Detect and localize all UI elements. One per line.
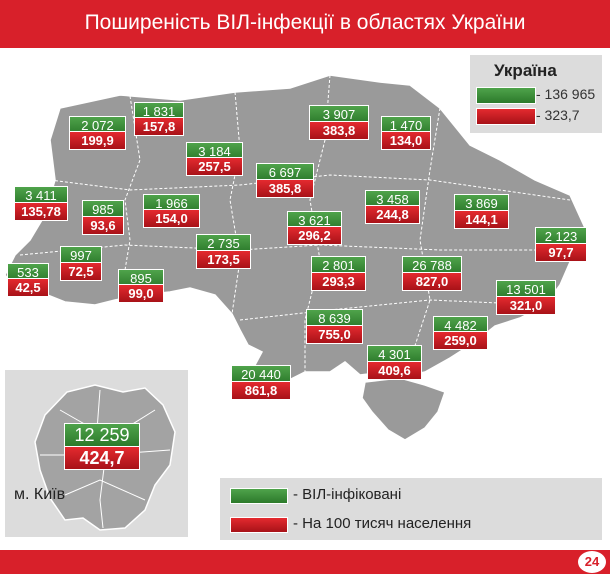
ukraine-summary-title: Україна <box>494 61 557 80</box>
region-infected-label: 20 440 <box>231 365 291 384</box>
region-per100k-label: 99,0 <box>118 284 164 303</box>
region-per100k-label: 134,0 <box>381 131 431 150</box>
region-per100k-label: 321,0 <box>496 296 556 315</box>
ukraine-per100k-value: - 323,7 <box>536 107 580 123</box>
region-per100k-label: 199,9 <box>69 131 126 150</box>
region-per100k-label: 244,8 <box>365 205 420 224</box>
legend-per100k-text: - На 100 тисяч населення <box>293 515 472 532</box>
region-per100k-label: 827,0 <box>402 272 462 291</box>
region-per100k-label: 383,8 <box>309 121 369 140</box>
header-bar <box>0 0 610 51</box>
region-per100k-label: 293,3 <box>311 272 366 291</box>
legend-per100k-swatch <box>230 517 288 533</box>
region-infected-label: 3 458 <box>365 190 420 209</box>
legend-infected-swatch <box>230 488 288 504</box>
region-infected-label: 2 735 <box>196 234 251 253</box>
region-infected-label: 3 907 <box>309 105 369 124</box>
region-infected-label: 3 869 <box>454 194 509 213</box>
kyiv-per100k-label: 424,7 <box>64 446 140 470</box>
region-per100k-label: 72,5 <box>60 262 102 281</box>
ukraine-per100k-swatch <box>476 108 536 125</box>
region-infected-label: 997 <box>60 246 102 265</box>
region-per100k-label: 135,78 <box>14 202 68 221</box>
region-infected-label: 3 621 <box>287 211 342 230</box>
region-infected-label: 1 470 <box>381 116 431 135</box>
footer-bar <box>0 550 610 574</box>
ukraine-infected-swatch <box>476 87 536 104</box>
region-per100k-label: 154,0 <box>143 209 200 228</box>
region-per100k-label: 296,2 <box>287 226 342 245</box>
region-per100k-label: 861,8 <box>231 381 291 400</box>
region-per100k-label: 409,6 <box>367 361 422 380</box>
region-infected-label: 533 <box>7 263 49 282</box>
channel-24-logo: 24 <box>578 551 606 573</box>
region-per100k-label: 144,1 <box>454 210 509 229</box>
region-per100k-label: 755,0 <box>306 325 363 344</box>
ukraine-infected-value: - 136 965 <box>536 86 596 102</box>
region-per100k-label: 157,8 <box>134 117 184 136</box>
region-infected-label: 985 <box>82 200 124 219</box>
kyiv-infected-label: 12 259 <box>64 423 140 447</box>
region-infected-label: 2 123 <box>535 227 587 246</box>
region-per100k-label: 257,5 <box>186 157 243 176</box>
region-infected-label: 13 501 <box>496 280 556 299</box>
region-per100k-label: 385,8 <box>256 179 314 198</box>
region-per100k-label: 93,6 <box>82 216 124 235</box>
legend-infected-text: - ВІЛ-інфіковані <box>293 486 402 503</box>
region-per100k-label: 42,5 <box>7 278 49 297</box>
kyiv-label: м. Київ <box>14 486 66 503</box>
region-per100k-label: 97,7 <box>535 243 587 262</box>
region-per100k-label: 173,5 <box>196 250 251 269</box>
region-per100k-label: 259,0 <box>433 331 488 350</box>
region-infected-label: 8 639 <box>306 309 363 328</box>
crimea <box>361 377 446 441</box>
page-title: Поширеність ВІЛ-інфекції в областях Укра… <box>84 11 526 34</box>
